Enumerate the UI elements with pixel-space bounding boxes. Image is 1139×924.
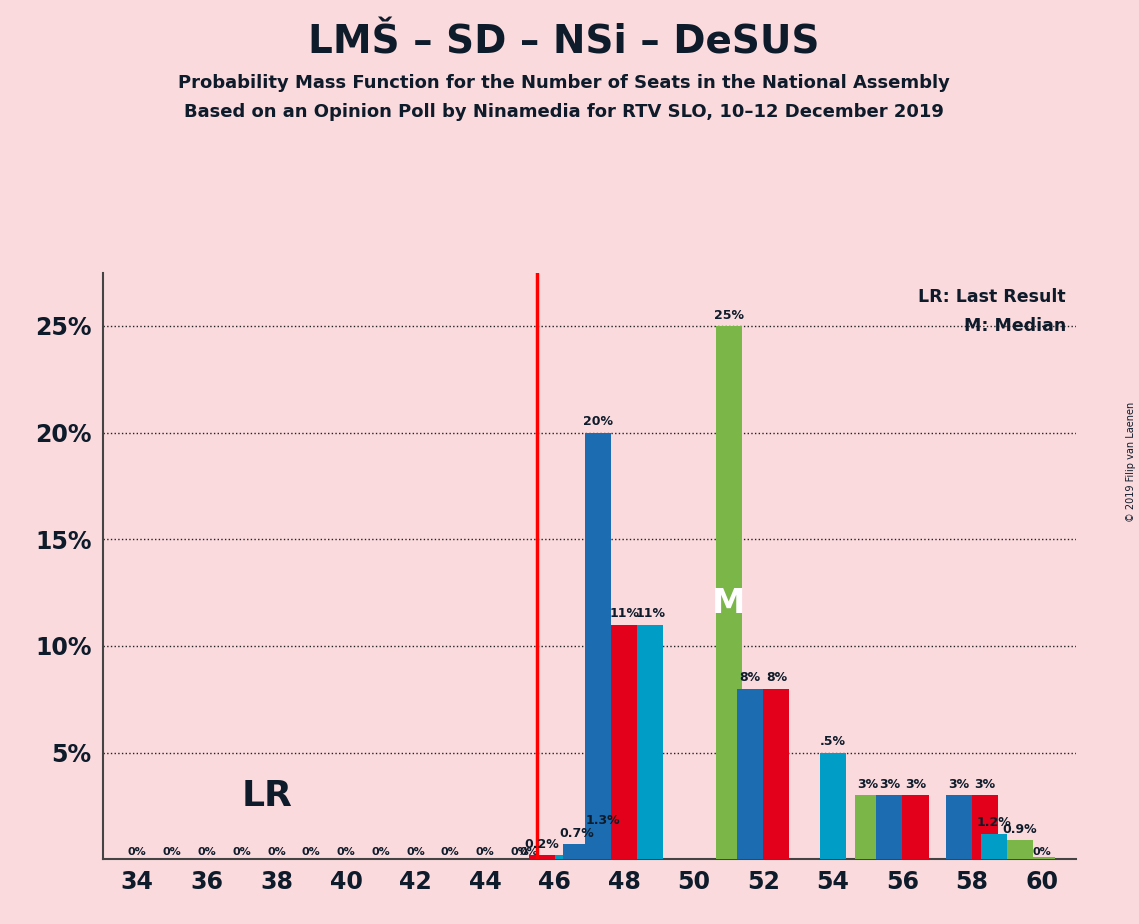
Text: 20%: 20% <box>583 415 613 429</box>
Bar <box>763 688 789 859</box>
Text: 0.2%: 0.2% <box>524 838 559 851</box>
Text: 0%: 0% <box>510 847 530 857</box>
Text: M: M <box>712 587 745 620</box>
Bar <box>902 796 928 859</box>
Text: LMŠ – SD – NSi – DeSUS: LMŠ – SD – NSi – DeSUS <box>308 23 820 61</box>
Bar <box>1029 857 1055 859</box>
Text: M: Median: M: Median <box>964 317 1066 335</box>
Text: Probability Mass Function for the Number of Seats in the National Assembly: Probability Mass Function for the Number… <box>178 74 950 91</box>
Text: 8%: 8% <box>765 672 787 685</box>
Text: 3%: 3% <box>858 778 878 791</box>
Text: 1.3%: 1.3% <box>585 814 620 827</box>
Text: 8%: 8% <box>739 672 761 685</box>
Text: 0%: 0% <box>163 847 181 857</box>
Text: 25%: 25% <box>713 309 744 322</box>
Bar <box>585 432 612 859</box>
Text: 11%: 11% <box>636 607 665 620</box>
Bar <box>854 796 880 859</box>
Text: 0%: 0% <box>337 847 355 857</box>
Text: 0%: 0% <box>519 847 538 857</box>
Text: 3%: 3% <box>904 778 926 791</box>
Bar <box>637 625 663 859</box>
Text: 11%: 11% <box>609 607 639 620</box>
Text: 0%: 0% <box>232 847 251 857</box>
Bar <box>612 625 637 859</box>
Bar <box>564 845 590 859</box>
Text: © 2019 Filip van Laenen: © 2019 Filip van Laenen <box>1126 402 1136 522</box>
Bar <box>972 796 998 859</box>
Bar <box>1007 840 1033 859</box>
Bar <box>820 753 846 859</box>
Text: 0%: 0% <box>302 847 320 857</box>
Text: LR: LR <box>241 779 293 813</box>
Text: 0%: 0% <box>197 847 216 857</box>
Text: 3%: 3% <box>975 778 995 791</box>
Text: 0%: 0% <box>128 847 147 857</box>
Text: Based on an Opinion Poll by Ninamedia for RTV SLO, 10–12 December 2019: Based on an Opinion Poll by Ninamedia fo… <box>183 103 944 121</box>
Text: 0%: 0% <box>267 847 286 857</box>
Text: LR: Last Result: LR: Last Result <box>918 287 1066 306</box>
Text: 3%: 3% <box>949 778 969 791</box>
Bar <box>715 326 741 859</box>
Text: .5%: .5% <box>820 736 846 748</box>
Bar <box>737 688 763 859</box>
Text: 0%: 0% <box>371 847 391 857</box>
Text: 0%: 0% <box>407 847 425 857</box>
Text: 0.9%: 0.9% <box>1002 823 1038 836</box>
Bar <box>555 855 581 859</box>
Text: 3%: 3% <box>879 778 900 791</box>
Text: 0.7%: 0.7% <box>559 827 593 840</box>
Text: 1.2%: 1.2% <box>976 817 1011 830</box>
Text: 0%: 0% <box>441 847 460 857</box>
Bar <box>981 833 1007 859</box>
Bar <box>590 832 615 859</box>
Text: 0%: 0% <box>1032 847 1051 857</box>
Text: 0%: 0% <box>476 847 494 857</box>
Bar <box>945 796 972 859</box>
Bar <box>876 796 902 859</box>
Bar <box>528 855 555 859</box>
